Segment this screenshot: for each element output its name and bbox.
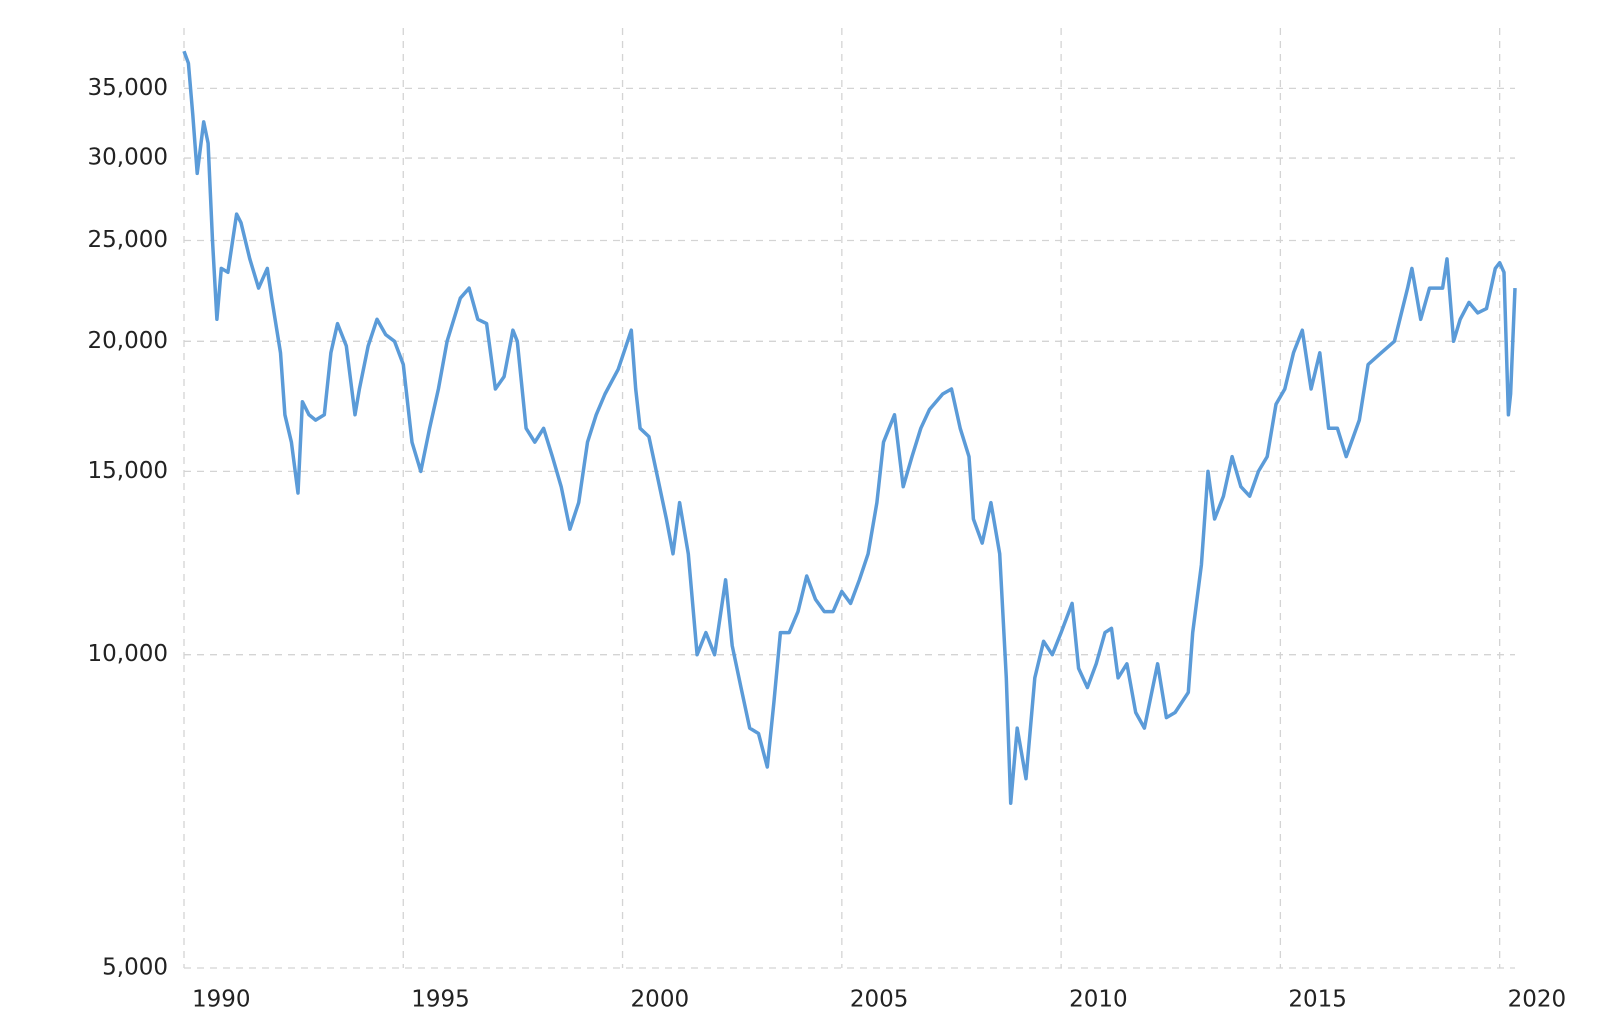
y-tick-label: 25,000 [88,227,168,253]
y-tick-label: 30,000 [88,145,168,171]
y-tick-label: 15,000 [88,458,168,484]
x-tick-label: 2005 [850,987,909,1009]
x-tick-label: 1990 [192,987,251,1009]
x-tick-label: 2015 [1288,987,1347,1009]
y-tick-label: 5,000 [102,955,168,981]
x-tick-label: 1995 [411,987,470,1009]
y-tick-label: 35,000 [88,75,168,101]
x-tick-label: 2010 [1069,987,1128,1009]
y-tick-label: 10,000 [88,641,168,667]
x-tick-label: 2020 [1508,987,1567,1009]
line [182,50,1517,805]
y-tick-label: 20,000 [88,328,168,354]
x-tick-label: 2000 [631,987,690,1009]
